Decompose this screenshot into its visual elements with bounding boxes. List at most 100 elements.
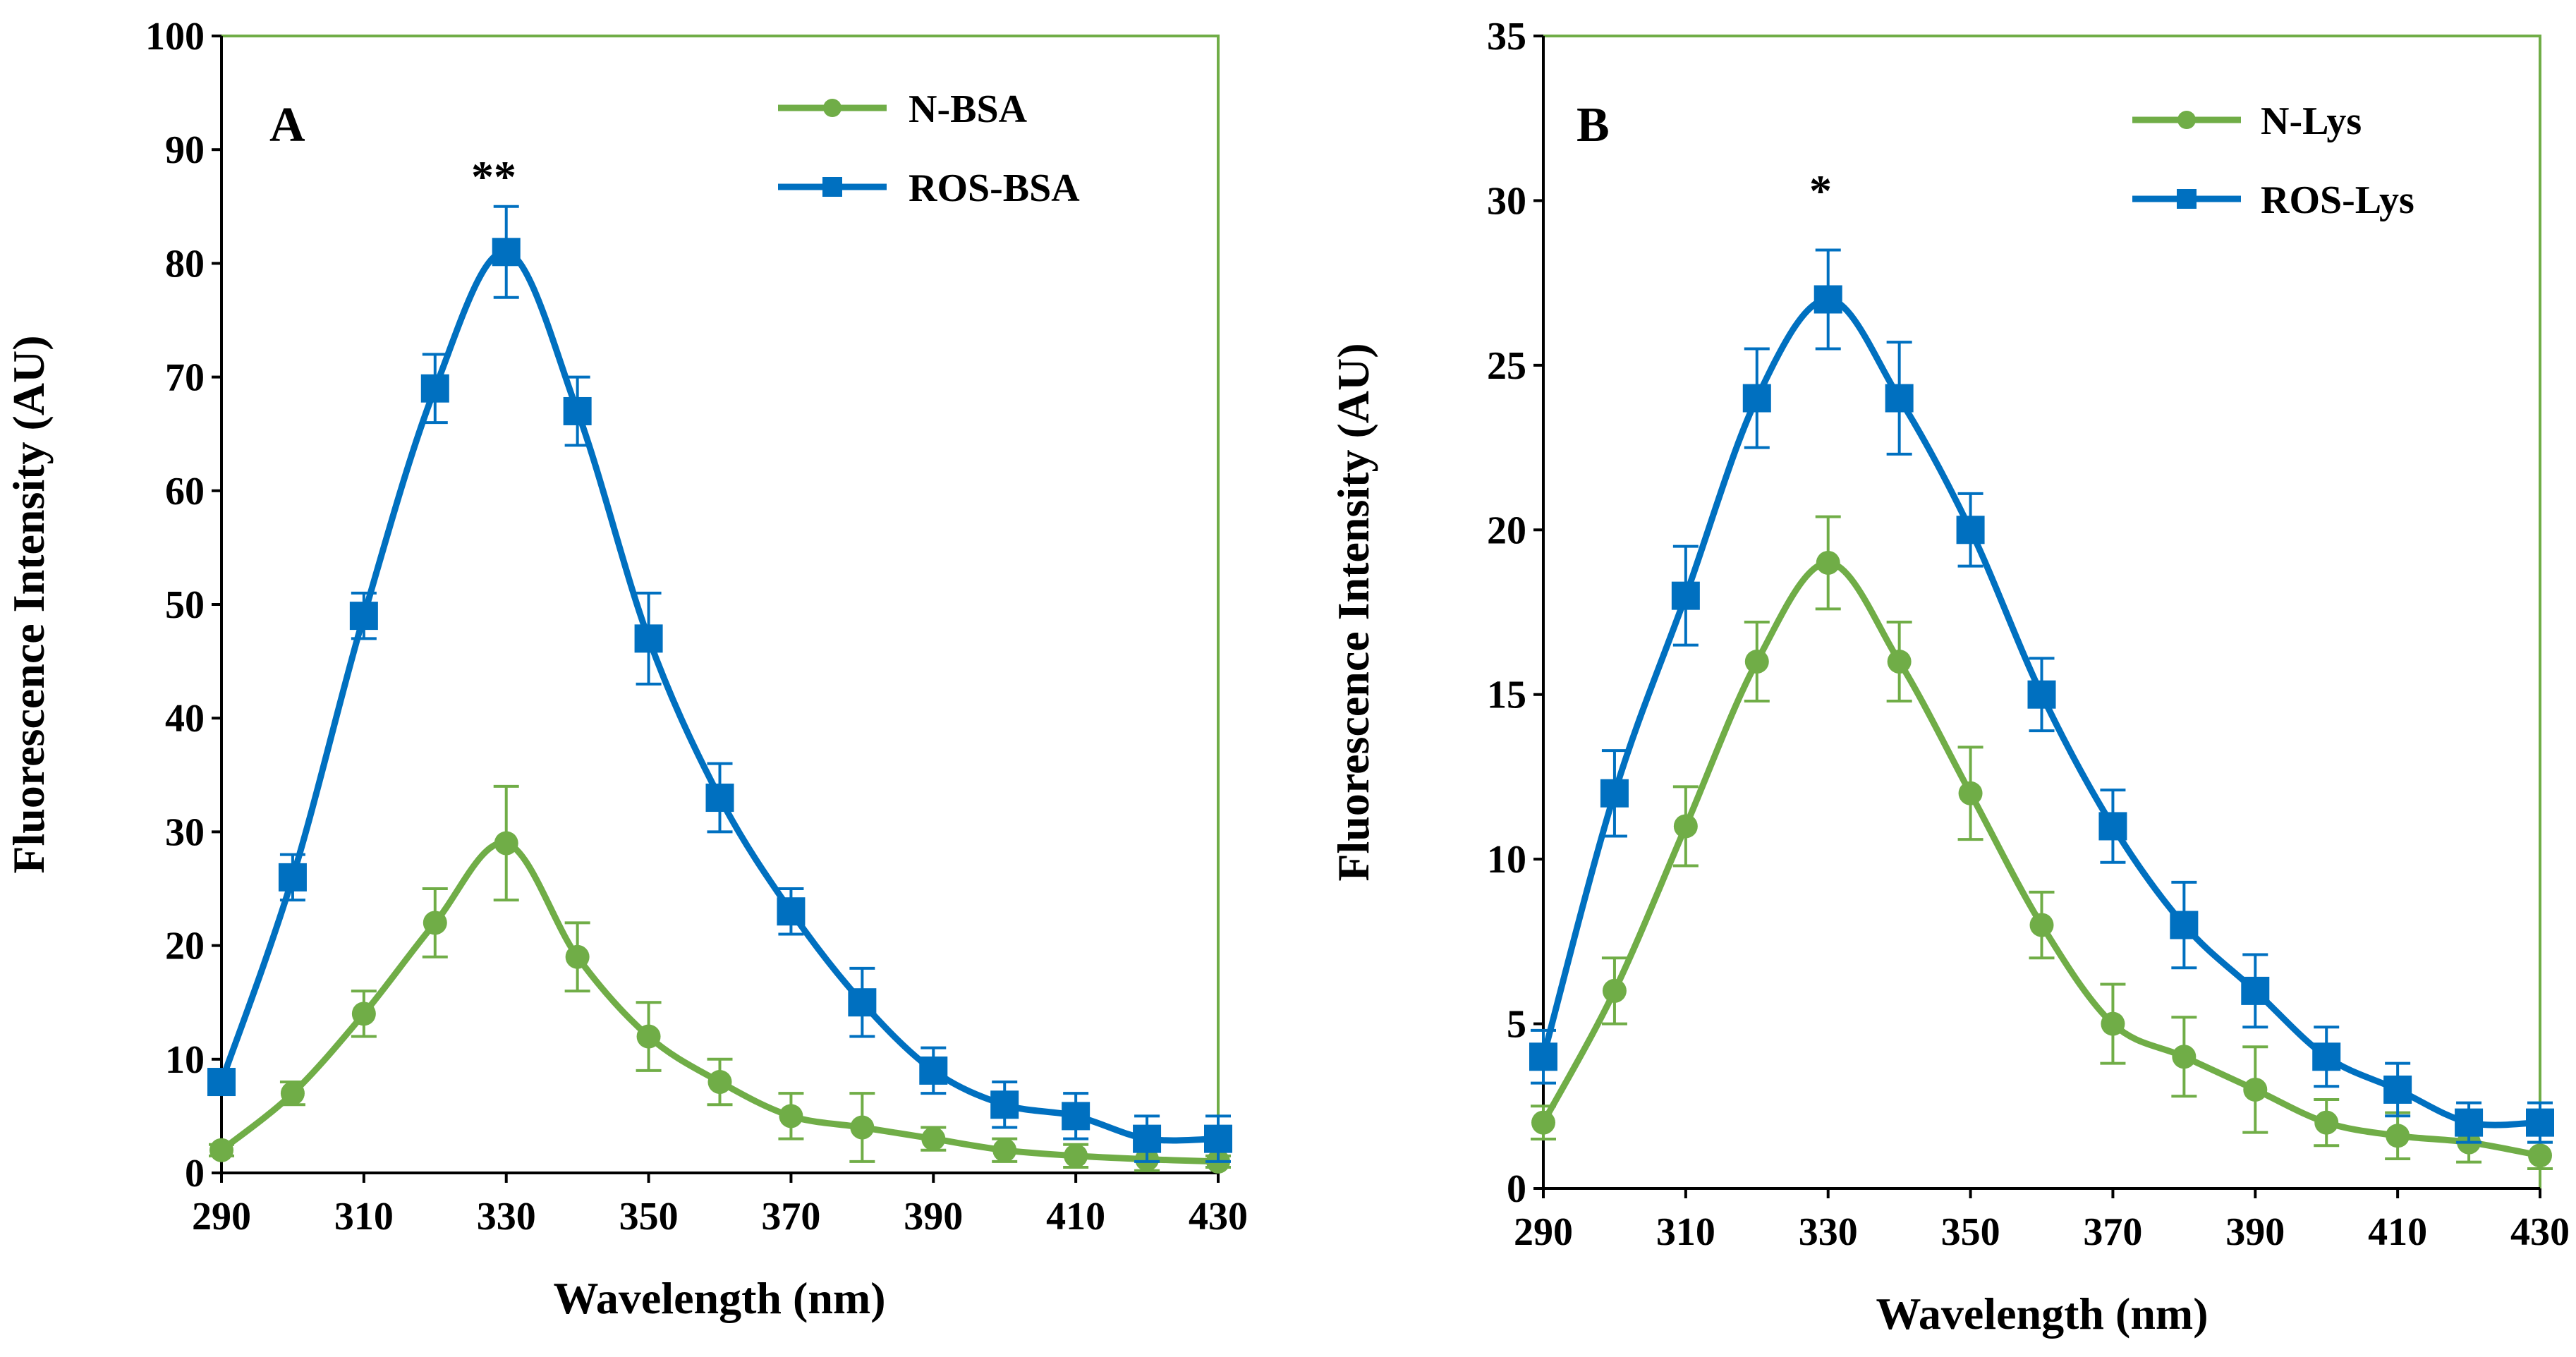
data-point (1958, 781, 1983, 805)
x-ticks: 290 310 330 350 370 390 410 430 (192, 1173, 1248, 1239)
data-point (209, 1138, 233, 1162)
legend-marker-ros-lys (2177, 189, 2197, 209)
data-point (1204, 1124, 1232, 1153)
x-tick-label: 410 (2368, 1210, 2427, 1254)
x-tick-label: 390 (904, 1195, 963, 1239)
data-point (1529, 1042, 1557, 1071)
legend-label-ros-lys: ROS-Lys (2261, 178, 2414, 222)
data-point (2455, 1108, 2484, 1137)
y-tick-label: 5 (1507, 1003, 1526, 1047)
data-point (1744, 650, 1769, 674)
data-point (2172, 1045, 2197, 1069)
x-tick-label: 310 (1656, 1210, 1715, 1254)
legend: N-BSA ROS-BSA (778, 87, 1080, 210)
y-tick-label: 20 (1487, 509, 1526, 552)
data-point (565, 944, 590, 969)
data-point (990, 1090, 1019, 1119)
data-point (423, 911, 447, 935)
x-ticks: 290 310 330 350 370 390 410 430 (1514, 1188, 2570, 1254)
y-tick-label: 40 (165, 697, 205, 741)
data-point (2241, 976, 2270, 1005)
data-point (1956, 516, 1985, 544)
data-point (1887, 650, 1912, 674)
data-point (1133, 1124, 1162, 1153)
data-point (921, 1126, 946, 1151)
y-tick-label: 0 (185, 1152, 205, 1195)
legend: N-Lys ROS-Lys (2132, 99, 2414, 222)
x-tick-label: 350 (619, 1195, 679, 1239)
data-point (634, 624, 663, 653)
data-point (2386, 1124, 2410, 1148)
x-tick-label: 370 (761, 1195, 820, 1239)
data-point (563, 396, 592, 425)
data-point (1531, 1110, 1555, 1135)
x-tick-label: 350 (1941, 1210, 2000, 1254)
data-point (1062, 1102, 1090, 1131)
data-point (705, 784, 734, 813)
data-point (1600, 779, 1629, 808)
data-point (779, 1104, 803, 1128)
y-axis-title: Fluorescence Intensity (AU) (1328, 343, 1378, 881)
x-tick-label: 370 (2083, 1210, 2142, 1254)
legend-marker-ros-bsa (822, 177, 842, 197)
y-tick-label: 30 (165, 810, 205, 854)
data-point (280, 1081, 305, 1106)
y-tick-label: 0 (1507, 1167, 1526, 1211)
data-point (1602, 978, 1627, 1003)
y-tick-label: 80 (165, 242, 205, 286)
x-axis-title: Wavelength (nm) (1876, 1289, 2208, 1339)
x-tick-label: 430 (1189, 1195, 1248, 1239)
y-tick-label: 90 (165, 128, 205, 172)
y-tick-label: 100 (145, 15, 205, 59)
data-point (1816, 550, 1840, 575)
significance-annotation: ** (471, 152, 516, 202)
data-point (349, 602, 378, 631)
data-point (777, 897, 806, 926)
y-tick-label: 10 (1487, 838, 1526, 882)
x-tick-label: 290 (192, 1195, 251, 1239)
series-ros-bsa (207, 205, 1232, 1163)
x-tick-label: 430 (2510, 1210, 2570, 1254)
data-point (2101, 1011, 2125, 1036)
data-point (207, 1068, 236, 1097)
data-point (919, 1056, 948, 1085)
series-layer (1529, 248, 2554, 1170)
x-tick-label: 330 (477, 1195, 536, 1239)
data-point (351, 1002, 376, 1026)
y-tick-label: 50 (165, 583, 205, 627)
chart-panel-a: 0 10 20 30 40 50 60 70 80 90 100 290 310 330 350 370 39… (4, 15, 1248, 1323)
y-tick-label: 10 (165, 1038, 205, 1082)
data-point (707, 1070, 732, 1095)
data-point (2383, 1075, 2412, 1104)
legend-label-n-lys: N-Lys (2261, 99, 2362, 143)
data-point (2528, 1143, 2552, 1168)
x-tick-label: 290 (1514, 1210, 1573, 1254)
y-axis-title: Fluorescence Intensity (AU) (4, 335, 54, 873)
data-point (1673, 814, 1698, 839)
data-point (2314, 1110, 2339, 1135)
data-point (2029, 913, 2054, 937)
data-point (2526, 1108, 2554, 1137)
panel-label: A (269, 98, 305, 152)
panel-label: B (1576, 98, 1610, 152)
data-point (494, 831, 518, 856)
x-axis-title: Wavelength (nm) (553, 1273, 885, 1323)
legend-label-n-bsa: N-BSA (909, 87, 1028, 131)
significance-annotation: * (1809, 166, 1832, 216)
series-line (219, 839, 1219, 1165)
x-tick-label: 410 (1046, 1195, 1105, 1239)
y-ticks: 0 10 20 30 40 50 60 70 80 90 100 (145, 15, 221, 1195)
data-point (2312, 1042, 2341, 1071)
data-point (1064, 1143, 1088, 1168)
series-ros-lys (1529, 248, 2554, 1144)
y-tick-label: 70 (165, 356, 205, 400)
x-tick-label: 310 (334, 1195, 394, 1239)
data-point (2170, 911, 2199, 939)
y-tick-label: 60 (165, 470, 205, 513)
x-tick-label: 330 (1799, 1210, 1858, 1254)
legend-marker-n-lys (2177, 111, 2196, 129)
data-point (420, 374, 449, 403)
